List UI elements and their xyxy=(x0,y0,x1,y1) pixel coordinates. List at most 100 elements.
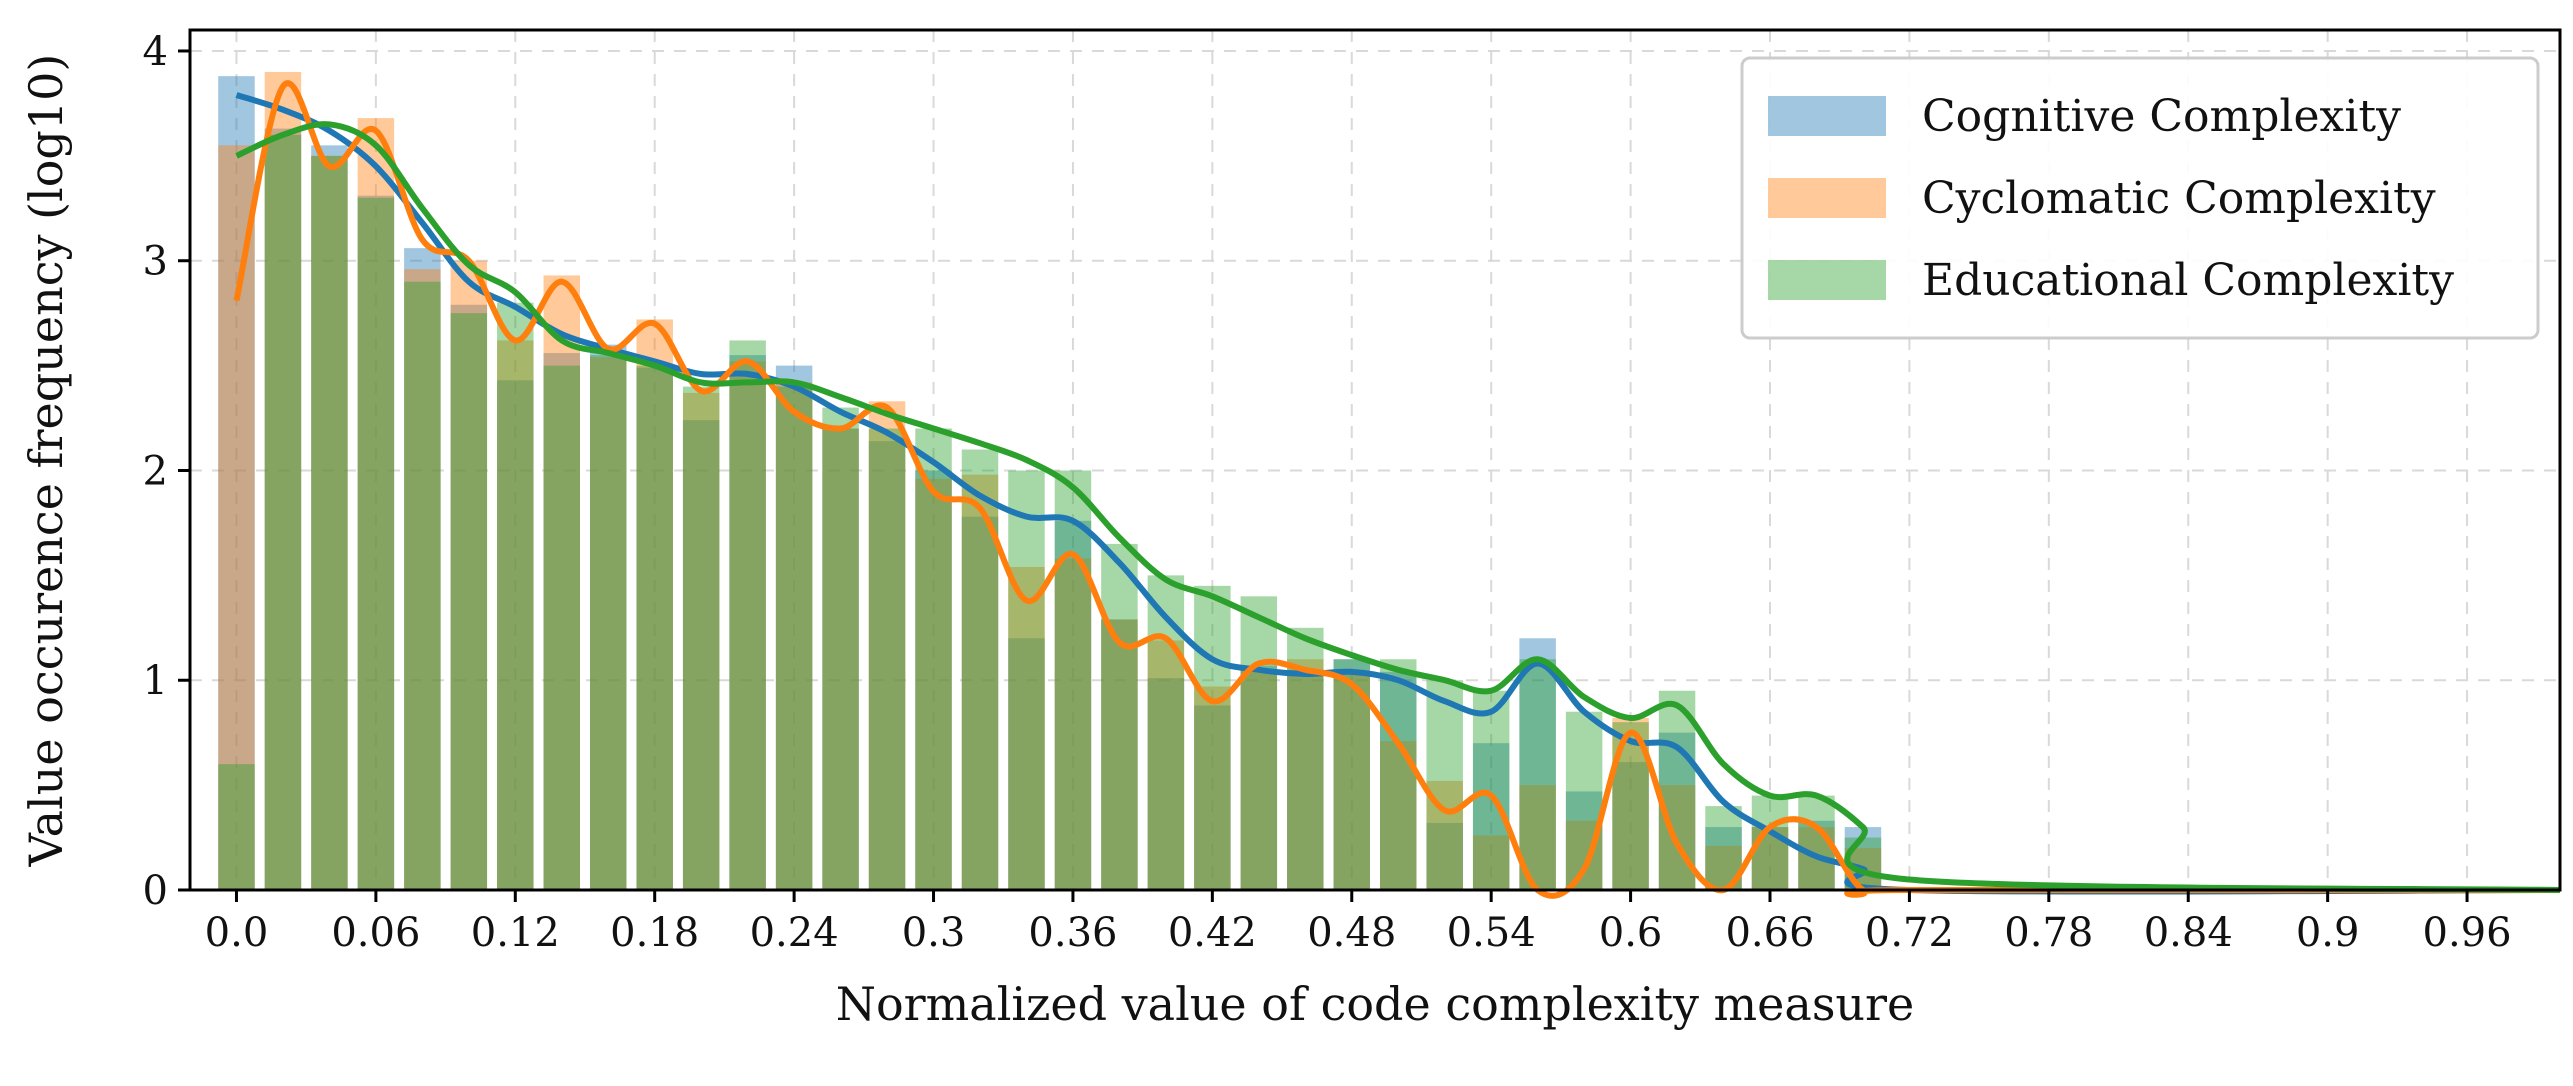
plot-frame xyxy=(188,28,2562,892)
x-tick-label: 0.42 xyxy=(1168,910,1257,956)
bar xyxy=(311,155,348,891)
bar xyxy=(1054,470,1092,890)
x-tick-label: 0.48 xyxy=(1307,910,1396,956)
bar xyxy=(1519,638,1556,890)
legend-swatch xyxy=(1768,96,1886,136)
bar xyxy=(357,118,395,891)
bar xyxy=(543,275,580,890)
bar xyxy=(1426,680,1463,890)
x-tick-label: 0.84 xyxy=(2144,910,2233,956)
x-tick-label: 0.6 xyxy=(1599,910,1663,956)
bar xyxy=(682,386,720,890)
bar xyxy=(636,319,673,891)
bar xyxy=(404,269,441,890)
bar xyxy=(1240,665,1278,890)
y-tick-label: 4 xyxy=(143,29,168,75)
x-tick-label: 0.24 xyxy=(750,910,839,956)
bars xyxy=(218,71,1882,891)
bar xyxy=(543,365,580,890)
bar xyxy=(682,392,720,890)
x-tick-label: 0.0 xyxy=(205,910,269,956)
bar xyxy=(218,76,255,890)
legend-swatch xyxy=(1768,260,1886,300)
y-tick-label: 3 xyxy=(143,239,168,285)
bar xyxy=(636,365,673,890)
bar-series-0 xyxy=(218,76,1882,891)
bar xyxy=(1240,669,1278,890)
bar xyxy=(1054,558,1092,890)
bar xyxy=(404,281,441,891)
bar xyxy=(1287,659,1324,890)
bar xyxy=(1101,543,1138,890)
bar xyxy=(961,516,999,890)
bar xyxy=(1240,596,1278,890)
bar xyxy=(1008,566,1045,890)
x-tick-label: 0.78 xyxy=(2004,910,2093,956)
x-tick-label: 0.18 xyxy=(610,910,699,956)
bar xyxy=(264,134,302,890)
bar xyxy=(961,474,999,890)
bar xyxy=(450,304,488,890)
bar xyxy=(357,197,395,890)
bar xyxy=(1472,690,1510,890)
bar xyxy=(590,355,627,890)
bar-series-2 xyxy=(218,134,1882,891)
legend: Cognitive Complexity Cyclomatic Complexit… xyxy=(1740,56,2540,340)
bar xyxy=(1008,470,1045,890)
bar xyxy=(450,313,488,890)
bar xyxy=(775,365,813,890)
bar xyxy=(1565,711,1603,890)
x-tick-label: 0.72 xyxy=(1865,910,1954,956)
bar xyxy=(822,407,859,890)
x-tick-label: 0.06 xyxy=(331,910,420,956)
y-tick-label: 1 xyxy=(143,658,168,704)
bar xyxy=(590,357,627,891)
bar xyxy=(915,428,952,890)
bar xyxy=(404,248,441,890)
bar xyxy=(218,145,255,891)
bar xyxy=(218,764,255,890)
x-ticks: 0.0 0.06 0.12 0.18 0.24 0.3 0.36 0.42 0.48 0.54 0.… xyxy=(205,890,2512,956)
bar xyxy=(961,449,999,890)
bar xyxy=(729,355,766,890)
bar xyxy=(1658,690,1696,890)
bar xyxy=(868,401,906,890)
y-axis-title: Value occurence frequency (log10) xyxy=(19,54,73,868)
legend-label: Educational Complexity xyxy=(1922,255,2454,306)
bar xyxy=(1380,659,1417,890)
bar xyxy=(915,478,952,890)
bar xyxy=(1147,678,1185,890)
x-tick-label: 0.12 xyxy=(471,910,560,956)
bar xyxy=(264,128,302,890)
y-tick-label: 2 xyxy=(143,448,168,494)
bar xyxy=(590,344,627,890)
legend-box xyxy=(1740,56,2540,340)
bar xyxy=(1380,671,1417,890)
bar xyxy=(1194,705,1231,890)
bar-series-1 xyxy=(218,71,1882,891)
bar xyxy=(1147,640,1185,890)
bar xyxy=(868,441,906,890)
x-tick-label: 0.36 xyxy=(1028,910,1117,956)
legend-label: Cyclomatic Complexity xyxy=(1922,173,2436,224)
bar xyxy=(1287,669,1324,890)
bar xyxy=(450,260,488,891)
bar xyxy=(311,145,348,891)
bar xyxy=(497,340,534,890)
bar xyxy=(868,428,906,890)
bar xyxy=(1519,659,1556,890)
bar xyxy=(1147,575,1185,890)
bar xyxy=(357,195,395,890)
bar xyxy=(822,428,859,890)
bar xyxy=(1194,585,1231,890)
x-tick-label: 0.9 xyxy=(2296,910,2360,956)
bar xyxy=(543,353,580,890)
bar xyxy=(1101,619,1138,890)
y-ticks: 0 1 2 3 4 xyxy=(143,29,190,914)
bar xyxy=(1194,686,1231,890)
bar xyxy=(497,380,534,890)
legend-label: Cognitive Complexity xyxy=(1922,91,2401,142)
x-tick-label: 0.3 xyxy=(902,910,966,956)
bar xyxy=(822,428,859,890)
bar xyxy=(775,386,813,890)
